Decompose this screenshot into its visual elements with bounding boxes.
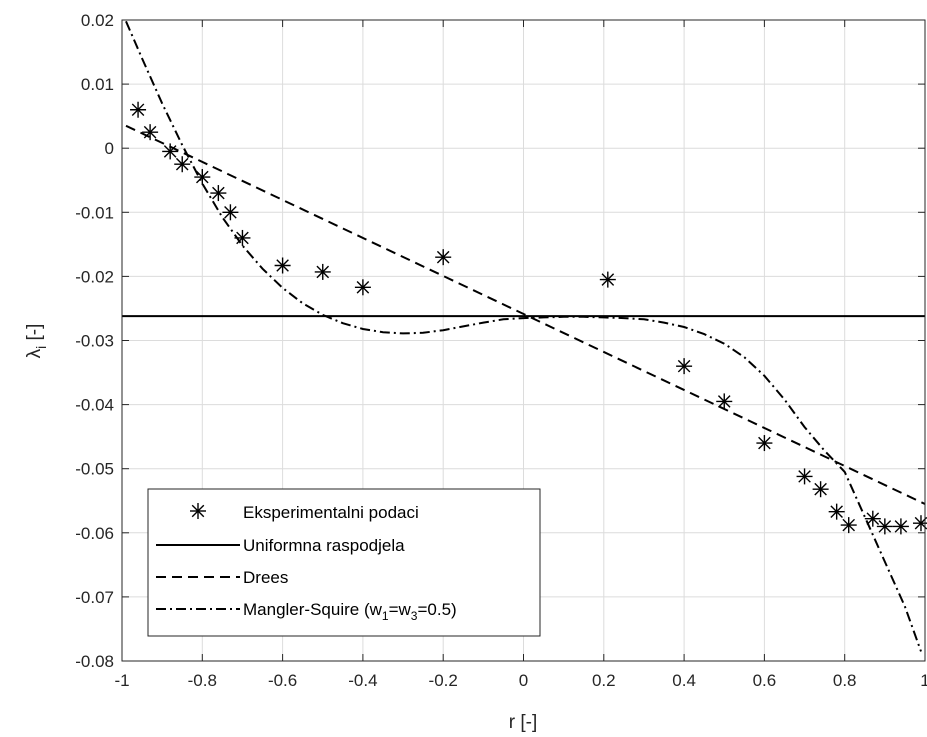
data-point	[812, 481, 829, 498]
data-point	[796, 468, 813, 485]
data-point	[435, 249, 452, 266]
data-point	[716, 393, 733, 410]
x-tick-label: 0.6	[753, 671, 777, 690]
y-tick-label: -0.02	[75, 267, 114, 286]
y-tick-label: 0.02	[81, 11, 114, 30]
data-point	[274, 257, 291, 274]
y-tick-label: 0	[105, 139, 114, 158]
legend-asterisk	[190, 503, 206, 519]
data-point	[676, 358, 693, 375]
data-point	[222, 204, 239, 221]
legend-marker-asterisk	[190, 503, 206, 519]
legend: Eksperimentalni podaci Uniformna raspodj…	[147, 488, 541, 637]
x-axis-label: r [-]	[509, 712, 538, 733]
data-point	[174, 156, 191, 173]
x-tick-label: 0	[519, 671, 528, 690]
series-mangler-squire-line	[125, 20, 922, 652]
y-tick-label: 0.01	[81, 75, 114, 94]
x-tick-label: 1	[920, 671, 927, 690]
y-tick-label: -0.01	[75, 203, 114, 222]
y-axis-label-subscript: i	[33, 346, 49, 349]
legend-label-uniform: Uniformna raspodjela	[243, 536, 405, 555]
data-point	[354, 279, 371, 296]
data-point	[194, 169, 211, 186]
y-tick-label: -0.06	[75, 524, 114, 543]
x-tick-label: 0.8	[833, 671, 857, 690]
x-tick-label: 0.2	[592, 671, 616, 690]
legend-label-mangler: Mangler-Squire (w1=w3=0.5)	[243, 600, 457, 623]
x-tick-label: -1	[114, 671, 129, 690]
y-tick-label: -0.08	[75, 652, 114, 671]
axis-labels: r [-] λi [-]	[24, 324, 537, 733]
legend-entry-drees: Drees	[156, 568, 288, 587]
y-axis-label: λi [-]	[24, 324, 49, 359]
y-tick-label: -0.05	[75, 460, 114, 479]
legend-entry-mangler: Mangler-Squire (w1=w3=0.5)	[156, 600, 457, 623]
data-point	[210, 185, 227, 202]
x-tick-label: -0.4	[348, 671, 377, 690]
legend-entry-uniform: Uniformna raspodjela	[156, 536, 405, 555]
x-tick-label: 0.4	[672, 671, 696, 690]
data-point	[892, 518, 909, 535]
data-point	[876, 518, 893, 535]
x-tick-label: -0.2	[429, 671, 458, 690]
y-tick-label: -0.04	[75, 396, 114, 415]
data-point	[864, 510, 881, 527]
data-point	[142, 124, 159, 141]
x-tick-label: -0.6	[268, 671, 297, 690]
series-experimental-points	[130, 101, 927, 535]
data-point	[828, 503, 845, 520]
y-tick-label: -0.07	[75, 588, 114, 607]
ticks: -1 -0.8 -0.6 -0.4 -0.2 0 0.2 0.4 0.6 0.8 1 0.02 0.01…	[75, 11, 927, 690]
data-point	[599, 271, 616, 288]
legend-label-drees: Drees	[243, 568, 288, 587]
series-drees-line	[125, 124, 926, 505]
data-point	[314, 263, 331, 280]
legend-box	[147, 488, 541, 637]
legend-label-experimental: Eksperimentalni podaci	[243, 503, 419, 522]
x-tick-label: -0.8	[188, 671, 217, 690]
data-point	[840, 517, 857, 534]
legend-entry-experimental: Eksperimentalni podaci	[190, 503, 419, 522]
y-tick-label: -0.03	[75, 332, 114, 351]
data-point	[130, 101, 147, 118]
data-point	[756, 435, 773, 452]
series-layer	[122, 20, 927, 652]
